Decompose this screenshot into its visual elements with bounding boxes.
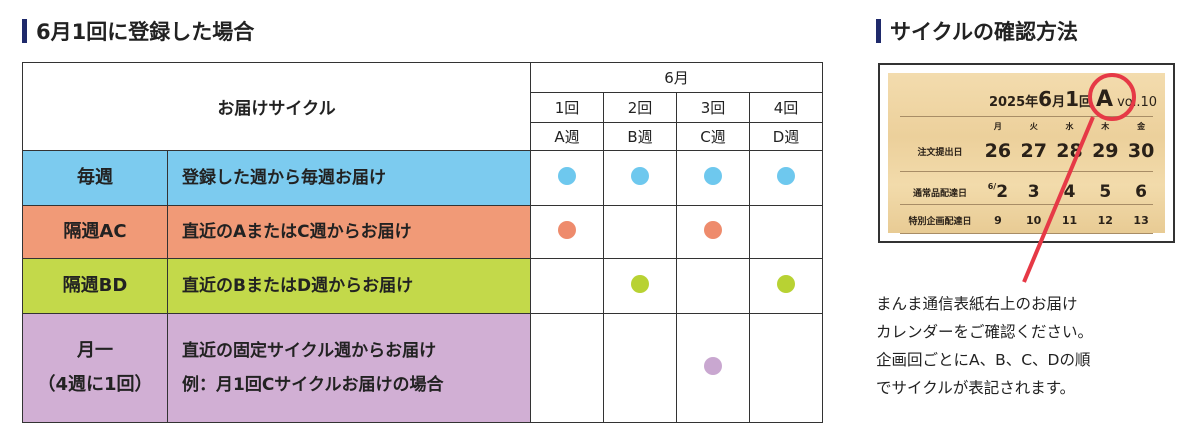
note-line: カレンダーをご確認ください。 — [876, 323, 1094, 341]
cycle-label: 隔週BD — [22, 258, 168, 314]
cycle-description: 登録した週から毎週お届け — [167, 150, 531, 206]
week-cell — [603, 313, 677, 423]
week-number: 1回 — [530, 92, 604, 123]
week-cell — [748, 313, 824, 423]
weekday: 水 — [1065, 121, 1074, 131]
week-cell — [603, 150, 677, 206]
cycle-label: 隔週AC — [22, 205, 168, 259]
week-cell — [676, 313, 750, 423]
delivery-dot — [631, 167, 649, 185]
delivery-dot — [777, 167, 796, 185]
note-line: まんま通信表紙右上のお届け — [876, 295, 1078, 313]
delivery-dot — [704, 221, 722, 239]
section-heading-right: サイクルの確認方法 — [876, 16, 1078, 46]
cycle-header: お届けサイクル — [22, 62, 531, 151]
table-row: 毎週 登録した週から毎週お届け — [22, 150, 824, 206]
heading-bar — [876, 19, 881, 43]
delivery-dot — [558, 167, 576, 185]
section-heading-left: 6月1回に登録した場合 — [22, 16, 254, 46]
delivery-cycle-table: お届けサイクル 6月 1回 2回 3回 4回 A週 B週 C週 D週 毎週 登録した週から毎… — [22, 62, 824, 423]
week-cell — [748, 258, 824, 314]
delivery-dot — [704, 357, 722, 375]
week-number: 3回 — [676, 92, 750, 123]
note-line: でサイクルが表記されます。 — [876, 379, 1076, 397]
weekday: 木 — [1101, 121, 1110, 131]
table-row: 月一 （4週に1回） 直近の固定サイクル週からお届け 例：月1回Cサイクルお届けの場… — [22, 313, 824, 423]
cycle-label: 月一 （4週に1回） — [22, 313, 168, 423]
week-label: C週 — [676, 122, 750, 151]
week-cell — [530, 205, 604, 259]
weekday: 金 — [1137, 121, 1146, 131]
delivery-dot — [704, 167, 722, 185]
delivery-dot — [558, 221, 576, 239]
weekday: 火 — [1029, 121, 1038, 131]
highlight-circle — [1088, 73, 1136, 121]
week-cell — [530, 150, 604, 206]
week-cell — [676, 258, 750, 314]
instruction-note: まんま通信表紙右上のお届け カレンダーをご確認ください。 企画回ごとにA、B、C、D… — [876, 290, 1196, 402]
note-line: 企画回ごとにA、B、C、Dの順 — [876, 351, 1091, 369]
week-label: D週 — [748, 122, 824, 151]
calendar-row: 特別企画配達日 9 10 11 12 13 — [908, 213, 1149, 227]
week-cell — [530, 313, 604, 423]
week-cell — [603, 205, 677, 259]
table-row: 隔週BD 直近のBまたはD週からお届け — [22, 258, 824, 314]
week-cell — [748, 205, 824, 259]
heading-bar — [22, 19, 27, 43]
week-label: A週 — [530, 122, 604, 151]
week-number: 2回 — [603, 92, 677, 123]
heading-text: 6月1回に登録した場合 — [36, 20, 255, 44]
weekday: 月 — [993, 121, 1002, 131]
week-cell — [603, 258, 677, 314]
delivery-dot — [777, 275, 796, 293]
cycle-description: 直近のBまたはD週からお届け — [167, 258, 531, 314]
cycle-label: 毎週 — [22, 150, 168, 206]
delivery-dot — [631, 275, 649, 293]
week-number: 4回 — [748, 92, 824, 123]
heading-text: サイクルの確認方法 — [890, 20, 1078, 44]
week-cell — [748, 150, 824, 206]
calendar-row: 通常品配達日 6/2 3 4 5 6 — [912, 182, 1147, 202]
week-cell — [530, 258, 604, 314]
cycle-description: 直近のAまたはC週からお届け — [167, 205, 531, 259]
cycle-description: 直近の固定サイクル週からお届け 例：月1回Cサイクルお届けの場合 — [167, 313, 531, 423]
